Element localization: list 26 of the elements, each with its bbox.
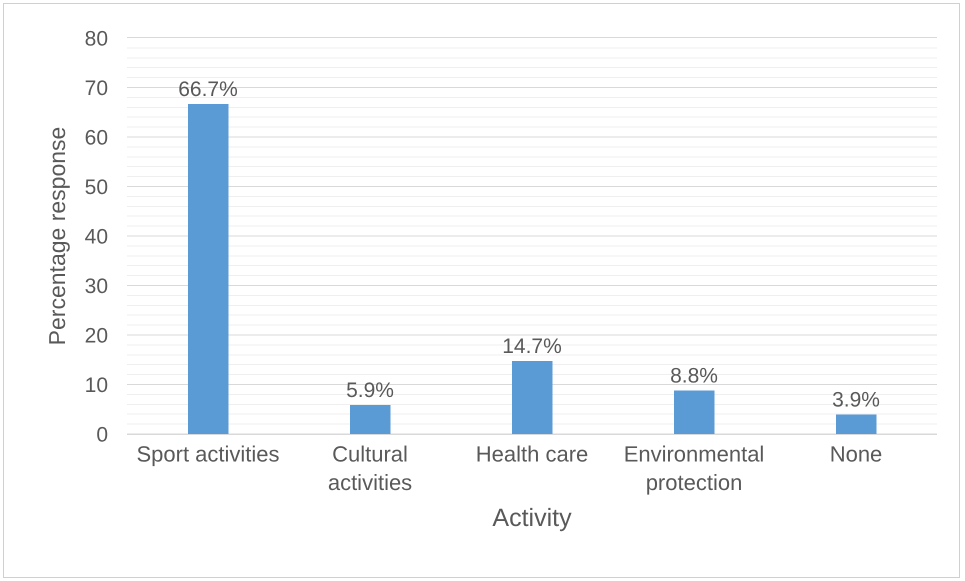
- bar: [188, 104, 228, 434]
- data-label: 14.7%: [502, 335, 562, 358]
- y-tick-label: 80: [84, 27, 108, 50]
- y-tick-label: 40: [84, 225, 108, 248]
- y-tick-label: 60: [84, 126, 108, 150]
- data-label: 3.9%: [832, 388, 880, 412]
- y-axis-title: Percentage response: [44, 126, 70, 346]
- x-tick-label: Environmental protection: [624, 441, 764, 495]
- x-tick-label: None: [830, 441, 882, 466]
- y-tick-label: 50: [84, 176, 108, 199]
- y-tick-label: 20: [84, 324, 108, 348]
- data-label: 5.9%: [346, 378, 394, 402]
- y-tick-label: 10: [84, 374, 108, 397]
- bar: [836, 414, 876, 434]
- bar: [512, 361, 552, 434]
- data-label: 8.8%: [670, 364, 718, 388]
- bar: [350, 404, 390, 434]
- y-tick-label: 0: [96, 423, 108, 446]
- x-axis-title: Activity: [492, 504, 572, 532]
- bar: [674, 390, 714, 434]
- x-tick-label: Sport activities: [136, 441, 280, 466]
- x-tick-label: Health care: [476, 441, 588, 466]
- data-label: 66.7%: [178, 78, 238, 101]
- y-tick-label: 30: [84, 274, 108, 298]
- y-tick-label: 70: [84, 76, 108, 100]
- x-tick-label: Cultural activities: [328, 441, 412, 495]
